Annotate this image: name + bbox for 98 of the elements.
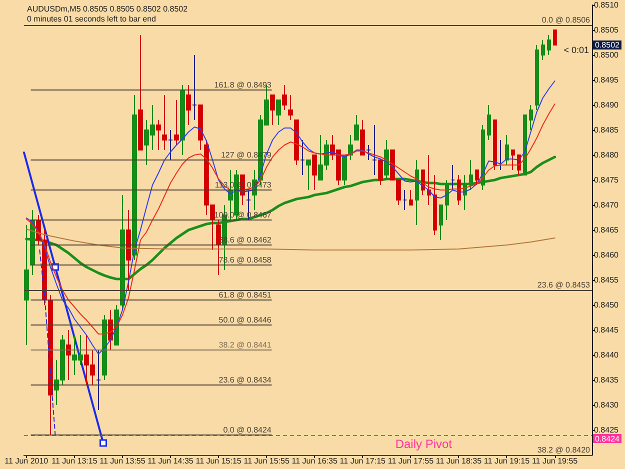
candlestick (192, 54, 197, 120)
y-tick-label: 0.8475 (594, 176, 620, 184)
y-tick-label: 0.8505 (594, 26, 620, 34)
y-tick-label: 0.8465 (594, 226, 620, 234)
candlestick (102, 314, 107, 380)
ref-line-label: 23.6 @ 0.8453 (537, 280, 591, 290)
x-tick-label: 11 Jun 13:15 (52, 456, 98, 466)
x-tick-label: 11 Jun 17:15 (340, 456, 386, 466)
y-tick-label: 0.8440 (594, 350, 620, 360)
candlestick (360, 120, 365, 156)
y-tick-label: 0.8435 (594, 376, 620, 384)
candlestick (505, 134, 509, 166)
candlestick (445, 180, 449, 220)
candlestick (475, 170, 479, 186)
candlestick (270, 94, 275, 126)
candlestick (451, 164, 455, 190)
y-tick-label: 0.8450 (594, 300, 620, 310)
candlestick (174, 100, 179, 146)
y-tick-label: 0.8430 (594, 400, 620, 410)
series-label: 38.2 @ 0.8441 (218, 340, 272, 350)
candlestick (186, 84, 191, 126)
candlestick (312, 154, 317, 190)
y-tick-label: 0.8470 (594, 200, 620, 210)
candlestick (372, 124, 377, 176)
candlestick (132, 94, 137, 260)
candlestick (457, 174, 461, 206)
candlestick (547, 34, 551, 56)
candlestick (493, 120, 497, 170)
candlestick (348, 134, 353, 160)
candlestick (96, 350, 101, 410)
candlestick (553, 30, 557, 46)
candlestick (487, 104, 491, 140)
y-tick-label: 0.8425 (594, 426, 620, 434)
annotation: 0.8502 (595, 40, 620, 50)
x-tick-label: 11 Jun 19:55 (532, 456, 578, 466)
y-tick-label: 0.8424 (595, 434, 620, 444)
candlestick (168, 130, 173, 160)
candlestick (541, 40, 545, 60)
x-tick-label: 11 Jun 19:15 (484, 456, 530, 466)
candlestick (511, 150, 515, 170)
y-tick-label: 0.8445 (594, 326, 620, 334)
y-tick-label: 0.8510 (594, 0, 620, 10)
candlestick (66, 330, 71, 380)
x-tick-label: 11 Jun 2010 (4, 456, 49, 466)
candlestick (469, 160, 473, 190)
ref-line-label: 38.2 @ 0.8420 (537, 446, 591, 454)
chart-title: AUDUSDm,M5 0.8505 0.8505 0.8502 0.8502 (27, 4, 188, 14)
y-tick-label: 0.8455 (594, 276, 620, 284)
candlestick (198, 104, 203, 150)
candlestick (529, 104, 533, 130)
x-tick-label: 11 Jun 16:35 (292, 456, 338, 466)
candlestick (378, 160, 383, 186)
y-tick-label: 0.8500 (594, 50, 620, 60)
candlestick (409, 190, 413, 206)
candlestick (276, 100, 281, 126)
candlestick (300, 140, 305, 176)
ref-line-label: 0.0 @ 0.8506 (542, 16, 591, 24)
candlestick (162, 94, 167, 150)
ref-line-label: Daily Pivot (395, 437, 453, 451)
candlestick (499, 140, 503, 170)
candlestick (138, 34, 143, 150)
candlestick (427, 154, 431, 206)
annotation: < 0:01 (564, 45, 590, 55)
series-label: 161.8 @ 0.8493 (214, 80, 272, 90)
x-tick-label: 11 Jun 15:15 (196, 456, 242, 466)
series-label: 50.0 @ 0.8446 (218, 316, 272, 324)
candlestick (294, 120, 299, 166)
y-tick-label: 0.8490 (594, 100, 620, 110)
candlestick (366, 144, 371, 160)
line-series (26, 228, 556, 250)
series-label: 23.6 @ 0.8434 (218, 376, 272, 384)
series-label: 61.8 @ 0.8451 (218, 290, 272, 300)
y-tick-label: 0.8480 (594, 150, 620, 160)
candlestick (403, 190, 407, 210)
line-series (26, 104, 556, 334)
candlestick (282, 84, 287, 110)
candlestick (433, 174, 437, 236)
candlestick (535, 44, 539, 110)
series-label: 0.0 @ 0.8424 (223, 426, 272, 434)
y-tick-label: 0.8485 (594, 126, 620, 134)
candlestick (288, 94, 293, 120)
x-tick-label: 11 Jun 18:35 (436, 456, 482, 466)
y-tick-label: 0.8495 (594, 76, 620, 84)
candlestick (216, 220, 221, 276)
candlestick (156, 120, 161, 150)
candlestick (415, 160, 419, 226)
y-tick-label: 0.8460 (594, 250, 620, 260)
x-tick-label: 11 Jun 14:35 (148, 456, 194, 466)
candlestick (354, 114, 359, 140)
candlestick (439, 204, 443, 240)
x-tick-label: 11 Jun 13:55 (100, 456, 146, 466)
line-series (26, 80, 556, 354)
candlestick (180, 84, 185, 156)
candlestick (306, 160, 311, 190)
x-tick-label: 11 Jun 15:55 (244, 456, 290, 466)
text: 0 minutes 01 seconds left to bar end (27, 14, 156, 24)
x-tick-label: 11 Jun 17:55 (388, 456, 434, 466)
candlestick (126, 210, 131, 290)
